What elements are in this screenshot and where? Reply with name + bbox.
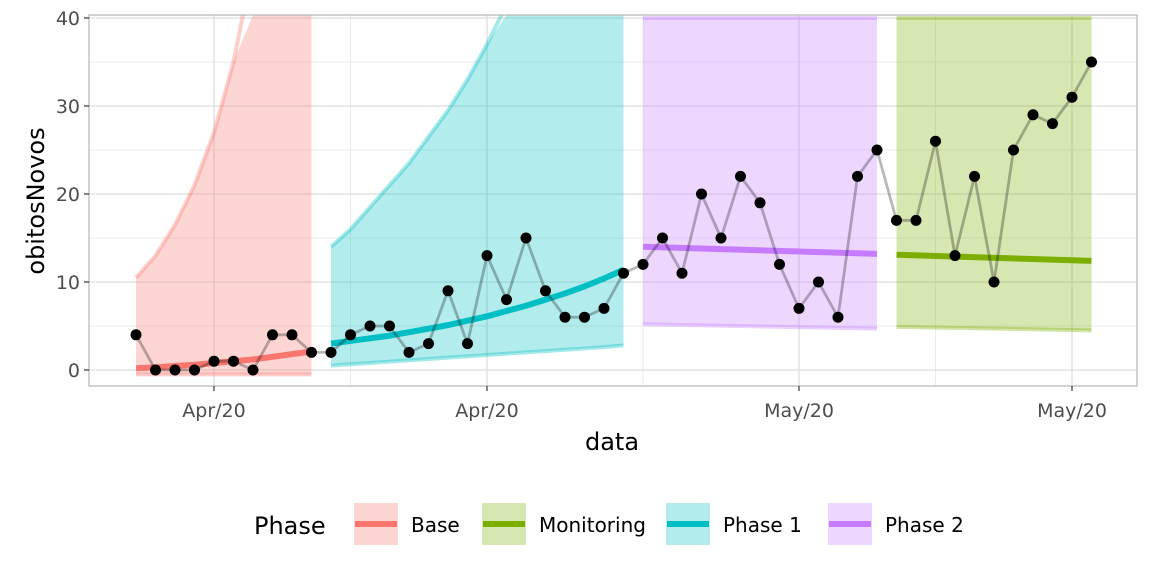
lower-bound-phase-1 [330,343,624,368]
observed-point [403,346,415,358]
observed-point [774,258,785,270]
x-tick-label: Apr/20 [182,400,245,422]
grid-major [89,15,1137,386]
observed-point [852,170,863,182]
observed-point [1008,144,1019,156]
fit-line-phase-1 [330,266,625,347]
observed-point [793,302,805,314]
x-tick-label: May/20 [764,400,834,422]
fit-line-monitoring [896,251,1092,264]
y-tick-label: 20 [56,184,80,206]
legend-label-phase-1: Phase 1 [723,513,802,537]
observed-point [579,311,590,323]
y-tick-label: 10 [56,272,80,294]
observed-point [247,364,259,376]
x-tick-label: May/20 [1037,400,1107,422]
observed-point [618,267,629,279]
observed-point [1086,56,1097,68]
legend-title: Phase [254,512,326,540]
observed-point [520,232,532,244]
fit-line-base [135,348,312,372]
observed-point [442,285,454,297]
observed-point [696,188,707,200]
observed-point [384,320,395,332]
legend-label-base: Base [411,513,460,537]
x-tick-labels: Apr/20 Apr/20 May/20 May/20 [182,400,1107,422]
lower-bound-monitoring [896,324,1092,333]
observed-point [364,320,376,332]
observed-point [657,232,668,244]
band-monitoring [896,18,1092,331]
band-bound-lines [134,15,1092,377]
observed-point [910,214,922,226]
observed-series [130,56,1097,376]
observed-point [325,346,337,358]
legend-label-phase-2: Phase 2 [885,513,964,537]
observed-point [150,364,161,376]
observed-point [813,276,824,288]
observed-point [949,250,961,262]
observed-point [637,258,649,270]
observed-point [501,294,512,306]
grid-minor [89,15,1137,386]
observed-point [130,329,142,341]
observed-point [189,364,200,376]
observed-point [228,355,239,367]
y-axis-title: obitosNovos [22,127,50,274]
observed-point [676,267,688,279]
band-phase-1 [331,15,624,366]
x-axis-title: data [585,428,639,456]
observed-point [891,214,902,226]
observed-point [1066,91,1078,103]
observed-point [169,364,181,376]
axis-ticks [84,17,1073,391]
observed-point [871,144,883,156]
x-tick-label: Apr/20 [455,400,518,422]
observed-point [462,338,473,350]
y-tick-label: 40 [56,8,80,30]
observed-point [208,355,220,367]
observed-point [1027,109,1039,121]
observed-point [754,197,766,209]
observed-point [735,170,746,182]
observed-point [1047,118,1058,130]
observed-point [969,170,980,182]
observed-point [345,329,356,341]
legend: Phase Base Monitoring Phase 1 Phase 2 [254,503,964,545]
observed-point [559,311,571,323]
y-tick-label: 0 [68,360,80,382]
observed-point [832,311,844,323]
band-base [136,15,312,375]
upper-bound-phase-1 [329,15,504,249]
upper-bound-base [134,15,246,279]
legend-label-monitoring: Monitoring [539,513,646,537]
fit-lines [135,243,1092,372]
observed-point [286,329,298,341]
observed-point [481,250,493,262]
y-tick-label: 30 [56,96,80,118]
observed-point [267,329,278,341]
y-tick-labels: 0 10 20 30 40 [56,8,80,382]
observed-point [988,276,1000,288]
observed-point [715,232,727,244]
lower-bound-phase-2 [642,322,878,331]
observed-point [423,338,434,350]
observed-point [540,285,551,297]
panel-border [88,14,1138,387]
observed-point [598,302,610,314]
observed-point [930,135,941,147]
observed-point [306,346,317,358]
confidence-bands [136,15,1092,375]
fit-line-phase-2 [642,243,878,257]
